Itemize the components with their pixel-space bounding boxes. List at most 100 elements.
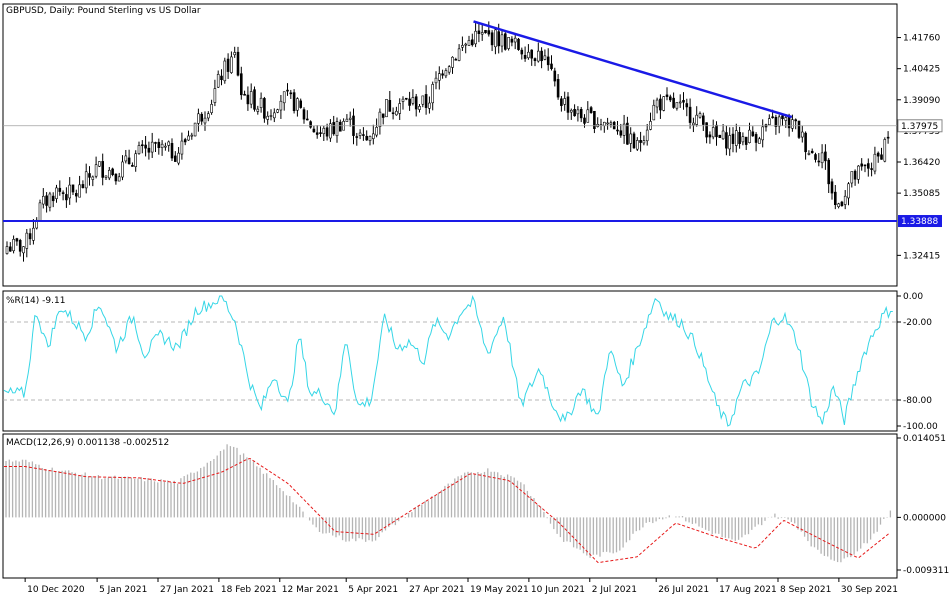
candle-body: [414, 96, 418, 110]
candle-body: [32, 227, 35, 241]
price-tick-label: 1.39090: [903, 96, 940, 106]
candle-body: [131, 164, 134, 167]
candle-body: [602, 121, 606, 126]
candle-body: [731, 133, 735, 144]
candle-body: [322, 127, 326, 135]
candle-body: [517, 38, 520, 50]
candle-body: [335, 121, 339, 137]
candle-body: [263, 98, 266, 119]
candle-body: [256, 108, 260, 112]
candle-body: [236, 51, 240, 76]
candle-body: [230, 56, 233, 73]
candle-body: [593, 110, 596, 129]
candle-body: [863, 164, 867, 167]
candle-body: [41, 195, 45, 205]
candle-body: [94, 164, 98, 177]
candle-body: [629, 133, 633, 144]
candle-body: [391, 112, 395, 115]
candle-body: [220, 75, 223, 81]
candle-body: [249, 91, 253, 105]
candle-body: [824, 151, 827, 162]
candle-body: [527, 51, 530, 59]
candle-body: [81, 184, 85, 188]
candle-body: [243, 93, 246, 96]
macd-pane-frame: [2, 433, 898, 579]
candle-body: [513, 37, 517, 43]
candle-body: [738, 131, 741, 144]
candle-body: [457, 48, 461, 61]
candle-body: [312, 128, 316, 133]
candle-body: [781, 115, 784, 120]
support-price-tag: [898, 215, 942, 228]
candle-body: [563, 98, 567, 105]
candle-body: [55, 187, 58, 199]
time-tick-label: 18 Feb 2021: [221, 585, 277, 595]
current-price-label: 1.37975: [901, 122, 938, 132]
candle-body: [556, 79, 560, 98]
candle-body: [741, 136, 745, 143]
candle-body: [71, 184, 75, 193]
candle-body: [305, 118, 309, 121]
candle-body: [272, 112, 276, 119]
macd-indicator-label: MACD(12,26,9) 0.001138 -0.002512: [6, 438, 169, 448]
candle-body: [767, 118, 771, 126]
candle-body: [329, 123, 332, 139]
candle-body: [490, 32, 494, 46]
candle-body: [734, 130, 738, 146]
candle-body: [98, 161, 101, 167]
price-tick-label: 1.40425: [903, 65, 940, 75]
candle-body: [395, 110, 398, 116]
candle-body: [207, 113, 210, 119]
candle-body: [546, 56, 550, 66]
candle-body: [345, 118, 349, 122]
candle-body: [309, 121, 312, 128]
candle-body: [843, 195, 847, 205]
candle-body: [576, 109, 580, 115]
candle-body: [553, 70, 557, 82]
candle-body: [705, 122, 708, 138]
candle-body: [101, 161, 104, 178]
candle-body: [216, 74, 220, 88]
candle-body: [28, 233, 32, 240]
candle-body: [840, 201, 844, 207]
candle-body: [193, 122, 197, 137]
candle-body: [883, 139, 887, 162]
candle-body: [480, 32, 484, 35]
time-tick-label: 12 Mar 2021: [282, 585, 339, 595]
candle-body: [708, 134, 712, 138]
candle-body: [494, 29, 497, 48]
candle-body: [5, 246, 9, 254]
candle-body: [22, 246, 25, 254]
candle-body: [560, 98, 563, 106]
candle-body: [12, 239, 15, 252]
candle-body: [771, 116, 774, 119]
candle-body: [203, 117, 207, 124]
candle-body: [774, 116, 778, 127]
time-tick-label: 8 Sep 2021: [780, 585, 831, 595]
candle-body: [170, 143, 174, 159]
candle-body: [197, 113, 200, 124]
candle-body: [642, 140, 646, 144]
candle-body: [695, 114, 699, 125]
candle-body: [606, 122, 609, 125]
candle-body: [424, 94, 428, 108]
candle-body: [246, 94, 250, 105]
candle-body: [58, 187, 62, 192]
trend-line: [473, 20, 793, 119]
candle-body: [319, 132, 322, 134]
candle-body: [48, 193, 52, 208]
candle-body: [622, 123, 626, 136]
candle-body: [454, 58, 458, 61]
candle-body: [157, 141, 161, 148]
candle-body: [325, 127, 329, 137]
candle-body: [381, 113, 385, 118]
candle-body: [51, 195, 55, 202]
candle-body: [223, 60, 227, 82]
candle-body: [830, 181, 834, 194]
candle-body: [639, 140, 642, 143]
candle-body: [467, 40, 471, 46]
price-tick-label: 1.35085: [903, 189, 940, 199]
candle-body: [866, 163, 870, 169]
